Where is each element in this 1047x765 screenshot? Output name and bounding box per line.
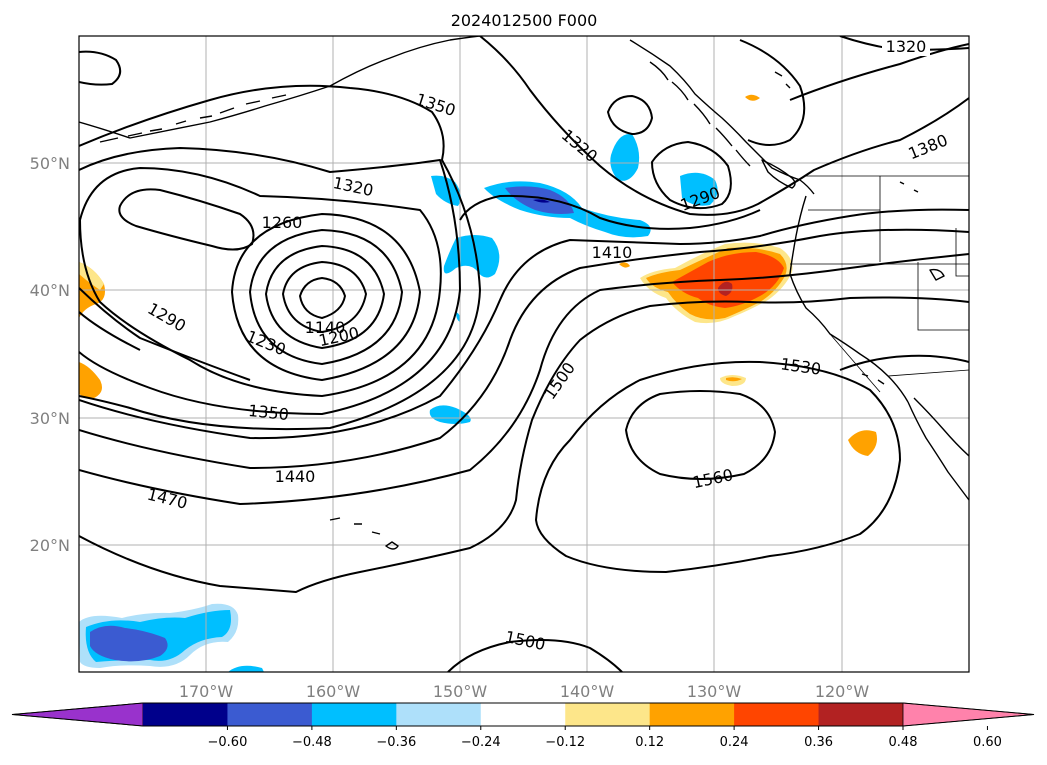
colorbar-segment bbox=[565, 703, 651, 726]
aleutian-islands bbox=[99, 94, 287, 143]
anomaly-positive-small-b bbox=[745, 94, 760, 101]
contour-1410 bbox=[79, 208, 969, 440]
colorbar-segment bbox=[143, 703, 228, 726]
contour-1470 bbox=[79, 253, 969, 505]
colorbar: −0.60 −0.48 −0.36 −0.24 −0.12 0.12 0.24 0.36 0.4… bbox=[11, 702, 1035, 750]
contour-1140 bbox=[299, 277, 346, 319]
colorbar-tick-label: 0.60 bbox=[973, 735, 1002, 750]
contour-label: 1140 bbox=[305, 318, 346, 337]
contour-1380 bbox=[79, 287, 251, 381]
height-contours bbox=[79, 36, 969, 672]
colorbar-tick-label: −0.48 bbox=[292, 735, 332, 750]
baja-peninsula bbox=[907, 401, 969, 501]
contour-1200 bbox=[265, 245, 385, 349]
contour-label: 1440 bbox=[275, 467, 316, 486]
borders bbox=[790, 175, 969, 393]
colorbar-extend-high bbox=[902, 702, 1035, 727]
contour-1440 bbox=[79, 228, 969, 469]
colorbar-segment bbox=[396, 703, 482, 726]
colorbar-tick-label: 0.12 bbox=[635, 735, 664, 750]
lon-label: 160°W bbox=[306, 682, 361, 701]
colorbar-segment bbox=[480, 703, 566, 726]
contour-1260 bbox=[231, 213, 421, 381]
contour-label: 1260 bbox=[262, 213, 303, 232]
lat-labels: 50°N 40°N 30°N 20°N bbox=[30, 154, 70, 555]
small-island-nw bbox=[774, 71, 791, 89]
contour-1350-north bbox=[479, 36, 969, 216]
contour-1320-ne-inner bbox=[607, 95, 653, 135]
lon-label: 120°W bbox=[815, 682, 870, 701]
hawaii-islands bbox=[329, 517, 399, 550]
contour-label: 1350 bbox=[247, 401, 289, 424]
contour-1290 bbox=[79, 167, 442, 397]
lon-labels: 170°W 160°W 150°W 140°W 130°W 120°W bbox=[179, 682, 870, 701]
contour-1320-ne bbox=[739, 39, 806, 146]
lon-label: 140°W bbox=[560, 682, 615, 701]
contour-1500-south bbox=[447, 639, 623, 672]
colorbar-tick-label: 0.24 bbox=[720, 735, 749, 750]
coastlines bbox=[79, 36, 969, 550]
alaska-coast bbox=[79, 36, 481, 139]
anomaly-positive-small-a-core bbox=[726, 377, 742, 382]
colorbar-segment bbox=[818, 703, 904, 726]
contour-1500 bbox=[79, 296, 969, 593]
contour-1530-east bbox=[839, 354, 969, 371]
contour-1290-ne bbox=[651, 141, 732, 210]
anomaly-negative-g bbox=[456, 312, 461, 322]
colorbar-tick-label: −0.24 bbox=[461, 735, 501, 750]
contour-1350 bbox=[79, 84, 481, 431]
map-frame bbox=[78, 35, 970, 673]
anomaly-negative-d bbox=[610, 133, 640, 181]
map-content: 1320 1350 1320 1320 1260 1380 1290 1410 … bbox=[79, 36, 969, 672]
colorbar-segment bbox=[227, 703, 313, 726]
colorbar-segment bbox=[649, 703, 735, 726]
anomaly-positive-west-coast-2 bbox=[79, 362, 102, 398]
contour-1230 bbox=[249, 229, 403, 365]
colorbar-tick-label: 0.48 bbox=[889, 735, 918, 750]
lake-islands bbox=[899, 181, 945, 281]
colorbar-outline bbox=[11, 702, 1035, 727]
contour-1260-west bbox=[118, 188, 255, 251]
anomaly-negative-bottom bbox=[228, 665, 264, 672]
lat-label: 20°N bbox=[30, 536, 70, 555]
contour-1380-mid bbox=[459, 194, 761, 230]
colorbar-extend-low bbox=[11, 702, 144, 727]
anomaly-negative-a-core bbox=[533, 199, 550, 203]
contour-1320 bbox=[79, 147, 461, 415]
colorbar-tick-label: −0.12 bbox=[545, 735, 585, 750]
colorbar-segment bbox=[734, 703, 820, 726]
lon-label: 150°W bbox=[433, 682, 488, 701]
colorbar-segment bbox=[311, 703, 397, 726]
lat-label: 50°N bbox=[30, 154, 70, 173]
anomaly-negative-e bbox=[680, 172, 718, 206]
contour-1560 bbox=[625, 390, 776, 480]
colorbar-tick-label: −0.36 bbox=[376, 735, 416, 750]
contour-label: 1320 bbox=[886, 37, 927, 56]
contour-label: 1410 bbox=[592, 243, 633, 262]
colorbar-tick-label: 0.36 bbox=[804, 735, 833, 750]
figure-title: 2024012500 F000 bbox=[451, 11, 598, 30]
contour-1170 bbox=[282, 261, 367, 333]
anomaly-positive-baja bbox=[848, 430, 877, 456]
lon-label: 130°W bbox=[687, 682, 742, 701]
baja-inner-coast bbox=[913, 397, 969, 457]
lat-lon-grid bbox=[79, 36, 969, 672]
anomaly-positive-small-c bbox=[619, 262, 630, 268]
anomaly-positive-core bbox=[718, 281, 733, 296]
panhandle-islands bbox=[649, 61, 751, 167]
anomaly-negative-sw-strong bbox=[90, 625, 168, 662]
contour-1260-nw bbox=[79, 50, 122, 86]
lat-label: 40°N bbox=[30, 281, 70, 300]
contour-1530 bbox=[535, 360, 901, 573]
lat-label: 30°N bbox=[30, 409, 70, 428]
vancouver-island bbox=[761, 159, 796, 189]
lon-label: 170°W bbox=[179, 682, 234, 701]
map-background bbox=[79, 36, 969, 672]
colorbar-tick-label: −0.60 bbox=[208, 735, 248, 750]
